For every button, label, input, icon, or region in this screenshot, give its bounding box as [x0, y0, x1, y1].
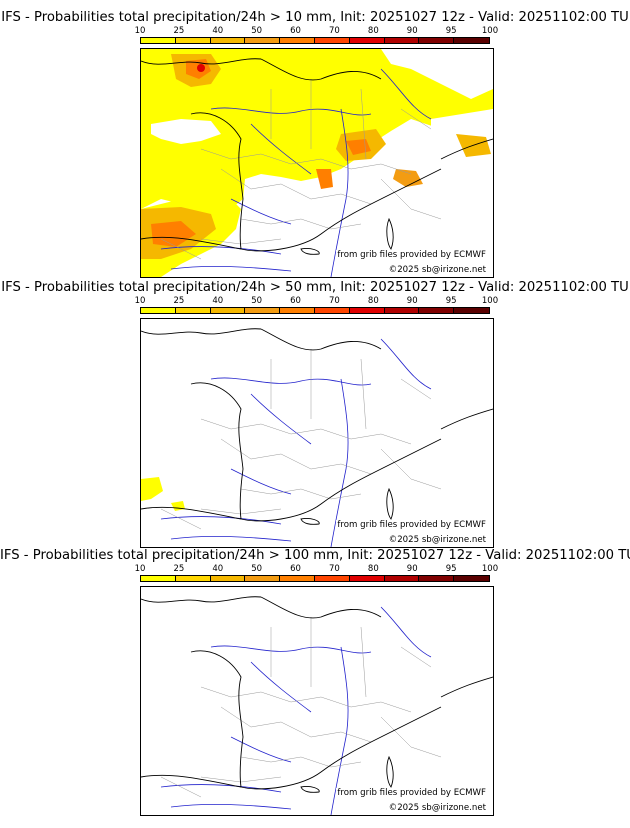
colorbar-tick-label: 40 — [212, 296, 224, 306]
colorbar-labels: 10 25 40 50 60 70 80 90 95 100 — [135, 296, 499, 306]
colorbar-segment — [314, 308, 350, 313]
colorbar-tick-label: 25 — [173, 26, 185, 36]
copyright-credit: ©2025 sb@irizone.net — [387, 535, 487, 546]
colorbar-segment — [141, 576, 176, 581]
colorbar-tick-label: 50 — [251, 564, 263, 574]
colorbar-tick-label: 95 — [445, 564, 457, 574]
colorbar-tick-label: 70 — [329, 26, 340, 36]
colorbar-segment — [280, 38, 315, 43]
map-panel-10mm: IFS - Probabilities total precipitation/… — [0, 10, 630, 278]
colorbar-tick-label: 25 — [173, 564, 185, 574]
colorbar-segment — [175, 38, 211, 43]
precip-map — [141, 328, 493, 547]
colorbar-segment — [245, 576, 281, 581]
colorbar-segment — [175, 576, 211, 581]
colorbar-segment — [210, 38, 246, 43]
colorbar-segment — [349, 576, 385, 581]
colorbar-tick-label: 95 — [445, 296, 457, 306]
colorbar-labels: 10 25 40 50 60 70 80 90 95 100 — [135, 26, 499, 36]
coastlines — [141, 596, 493, 793]
colorbar-tick-label: 80 — [367, 564, 379, 574]
panel-title: IFS - Probabilities total precipitation/… — [1, 280, 629, 295]
colorbar — [140, 37, 490, 44]
colorbar-segment — [384, 576, 420, 581]
colorbar — [140, 575, 490, 582]
colorbar-tick-label: 100 — [481, 564, 499, 574]
precip-map — [141, 49, 493, 277]
source-credit: from grib files provided by ECMWF — [336, 250, 487, 261]
colorbar — [140, 307, 490, 314]
colorbar-segment — [384, 38, 420, 43]
colorbar-tick-label: 50 — [251, 26, 263, 36]
colorbar-tick-label: 25 — [173, 296, 185, 306]
colorbar-tick-label: 50 — [251, 296, 263, 306]
colorbar-segment — [314, 38, 350, 43]
colorbar-segment — [141, 308, 176, 313]
colorbar-segment — [349, 308, 385, 313]
source-credit: from grib files provided by ECMWF — [336, 788, 487, 799]
river-network — [160, 606, 432, 815]
colorbar-segment — [454, 308, 489, 313]
colorbar-segment — [280, 576, 315, 581]
colorbar-tick-label: 10 — [134, 564, 146, 574]
panel-title: IFS - Probabilities total precipitation/… — [1, 10, 629, 25]
colorbar-tick-label: 90 — [406, 26, 418, 36]
panel-title: IFS - Probabilities total precipitation/… — [0, 548, 630, 563]
colorbar-segment — [245, 308, 281, 313]
colorbar-segment — [245, 38, 281, 43]
colorbar-tick-label: 70 — [329, 564, 340, 574]
probability-field — [141, 49, 493, 277]
colorbar-segment — [141, 38, 176, 43]
colorbar-segment — [419, 308, 455, 313]
colorbar-segment — [419, 576, 455, 581]
colorbar-tick-label: 10 — [134, 26, 146, 36]
colorbar-tick-label: 70 — [329, 296, 340, 306]
colorbar-segment — [175, 308, 211, 313]
colorbar-segment — [419, 38, 455, 43]
colorbar-segment — [210, 576, 246, 581]
colorbar-tick-label: 60 — [290, 296, 301, 306]
map-frame: from grib files provided by ECMWF ©2025 … — [140, 586, 494, 816]
colorbar-tick-label: 80 — [367, 26, 379, 36]
admin-borders — [160, 617, 442, 798]
colorbar-segment — [454, 576, 489, 581]
colorbar-tick-label: 60 — [290, 564, 301, 574]
precip-map — [141, 596, 493, 815]
probability-field — [141, 477, 185, 511]
coastlines — [141, 328, 493, 525]
colorbar-tick-label: 90 — [406, 296, 418, 306]
colorbar-tick-label: 80 — [367, 296, 379, 306]
colorbar-tick-label: 95 — [445, 26, 457, 36]
colorbar-segment — [349, 38, 385, 43]
colorbar-segment — [210, 308, 246, 313]
map-frame: from grib files provided by ECMWF ©2025 … — [140, 318, 494, 548]
colorbar-tick-label: 40 — [212, 26, 224, 36]
colorbar-tick-label: 10 — [134, 296, 146, 306]
admin-borders — [160, 349, 442, 530]
copyright-credit: ©2025 sb@irizone.net — [387, 803, 487, 814]
colorbar-tick-label: 40 — [212, 564, 224, 574]
colorbar-tick-label: 60 — [290, 26, 301, 36]
colorbar-segment — [314, 576, 350, 581]
coastlines — [141, 58, 493, 255]
river-network — [160, 338, 432, 547]
map-panel-50mm: IFS - Probabilities total precipitation/… — [0, 280, 630, 548]
colorbar-tick-label: 90 — [406, 564, 418, 574]
river-network — [160, 68, 432, 277]
colorbar-tick-label: 100 — [481, 26, 499, 36]
colorbar-segment — [384, 308, 420, 313]
map-frame: from grib files provided by ECMWF ©2025 … — [140, 48, 494, 278]
colorbar-segment — [454, 38, 489, 43]
colorbar-segment — [280, 308, 315, 313]
admin-borders — [160, 79, 442, 260]
map-panel-100mm: IFS - Probabilities total precipitation/… — [0, 548, 630, 823]
colorbar-labels: 10 25 40 50 60 70 80 90 95 100 — [135, 564, 499, 574]
colorbar-tick-label: 100 — [481, 296, 499, 306]
copyright-credit: ©2025 sb@irizone.net — [387, 265, 487, 276]
source-credit: from grib files provided by ECMWF — [336, 520, 487, 531]
